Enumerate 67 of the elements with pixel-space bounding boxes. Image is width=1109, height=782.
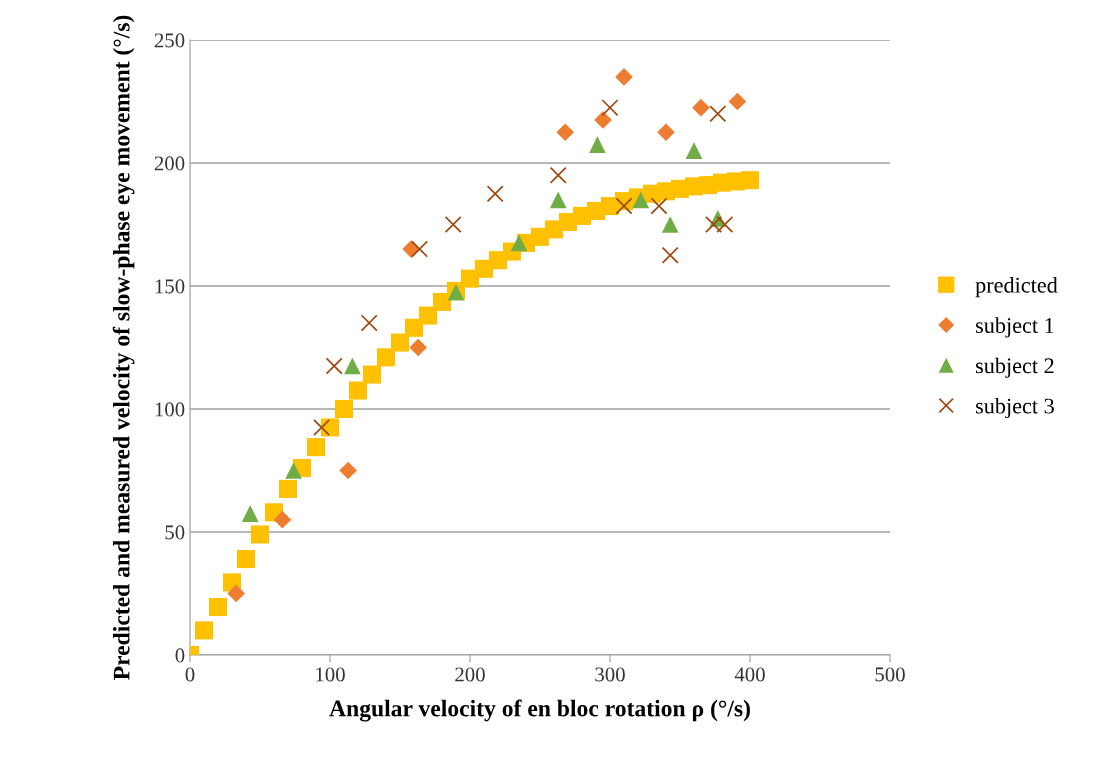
point bbox=[657, 123, 675, 142]
y-tick-label: 0 bbox=[175, 648, 185, 663]
y-tick-label: 200 bbox=[154, 156, 185, 171]
x-tick-label: 200 bbox=[455, 667, 485, 682]
point bbox=[285, 462, 302, 479]
point bbox=[460, 269, 480, 288]
point bbox=[411, 240, 429, 258]
point bbox=[601, 99, 619, 117]
point bbox=[325, 357, 343, 375]
point bbox=[661, 216, 679, 233]
point bbox=[709, 105, 727, 123]
point bbox=[250, 525, 270, 544]
point bbox=[556, 123, 575, 142]
y-tick-label: 150 bbox=[155, 279, 185, 294]
point bbox=[278, 479, 298, 498]
point bbox=[404, 318, 424, 337]
point bbox=[444, 216, 462, 233]
point bbox=[650, 197, 668, 215]
point bbox=[549, 191, 567, 209]
point bbox=[344, 357, 361, 375]
legend-label: subject 2 bbox=[976, 357, 1054, 378]
point bbox=[306, 438, 326, 457]
point bbox=[313, 418, 331, 436]
point bbox=[432, 292, 452, 312]
point bbox=[705, 216, 723, 233]
point bbox=[615, 197, 633, 215]
point bbox=[227, 584, 246, 603]
point bbox=[510, 234, 528, 252]
y-axis-title: Predicted and measured velocity of slow-phase eye movement (°/s) bbox=[112, 15, 135, 680]
point bbox=[334, 399, 354, 419]
point bbox=[692, 98, 710, 117]
point bbox=[486, 185, 504, 203]
x-tick-label: 0 bbox=[185, 667, 195, 682]
point bbox=[194, 621, 214, 640]
point bbox=[339, 461, 358, 480]
point bbox=[348, 381, 368, 400]
point bbox=[390, 333, 410, 352]
point bbox=[208, 598, 228, 617]
point bbox=[615, 68, 633, 86]
point bbox=[362, 365, 382, 384]
point bbox=[716, 216, 734, 233]
point bbox=[360, 314, 378, 332]
point bbox=[241, 505, 259, 522]
point bbox=[236, 550, 256, 569]
point bbox=[418, 306, 438, 325]
legend-label: subject 3 bbox=[976, 397, 1054, 419]
point bbox=[549, 166, 567, 184]
point bbox=[740, 171, 760, 190]
point bbox=[632, 191, 650, 209]
x-axis-title: Angular velocity of en bloc rotation ρ (°/s) bbox=[329, 699, 750, 722]
x-tick-label: 100 bbox=[316, 667, 345, 682]
y-tick-label: 100 bbox=[155, 402, 185, 417]
y-tick-label: 250 bbox=[154, 33, 185, 48]
point bbox=[661, 246, 679, 264]
x-tick-label: 500 bbox=[875, 667, 905, 682]
point bbox=[273, 510, 292, 529]
point bbox=[589, 136, 606, 153]
point bbox=[685, 142, 703, 160]
legend-label: predicted bbox=[975, 277, 1058, 298]
x-tick-label: 300 bbox=[595, 667, 625, 682]
x-tick-label: 400 bbox=[734, 667, 765, 682]
point bbox=[409, 338, 428, 357]
legend-label: subject 1 bbox=[976, 317, 1054, 338]
point bbox=[728, 92, 747, 111]
point bbox=[376, 348, 396, 367]
point bbox=[594, 111, 612, 129]
y-tick-label: 50 bbox=[165, 525, 185, 540]
